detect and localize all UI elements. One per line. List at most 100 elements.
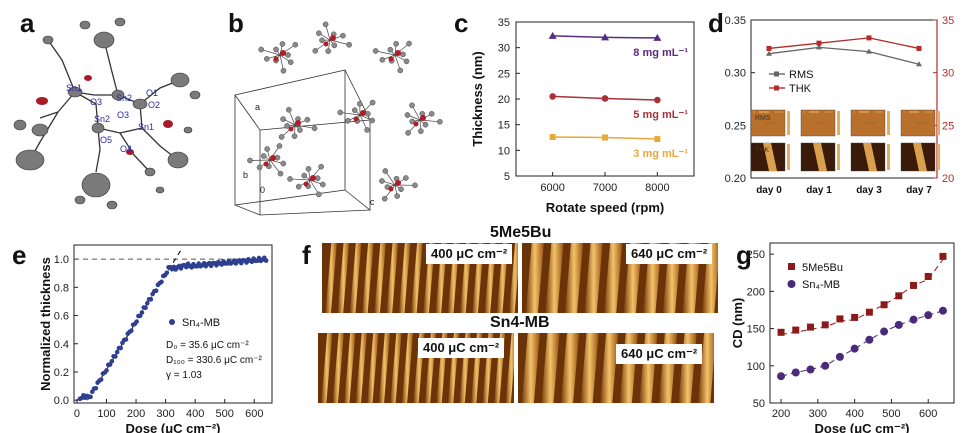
packing-oxygen <box>388 56 394 62</box>
packing-bond <box>315 39 331 52</box>
rms-inset-grain <box>817 121 821 125</box>
packing-molecules <box>247 21 443 202</box>
afm-line <box>355 333 367 403</box>
rms-inset-grain <box>830 110 834 114</box>
rms-inset-grain <box>831 121 835 125</box>
cell-origin: 0 <box>260 185 265 195</box>
rms-inset-grain <box>876 110 880 114</box>
series-label: 5 mg mL⁻¹ <box>633 109 688 121</box>
data-point <box>109 359 115 364</box>
right-tick-label: 20 <box>942 173 954 185</box>
data-point <box>880 327 889 336</box>
data-point <box>916 45 922 51</box>
packing-atom <box>405 130 411 136</box>
legend-label: Sn₄-MB <box>182 317 220 329</box>
afm-line <box>698 333 717 403</box>
y-tick-label: 150 <box>747 324 765 336</box>
y-tick-label: 0.2 <box>54 367 69 379</box>
rms-inset-grain <box>908 110 912 114</box>
packing-bond <box>384 184 396 199</box>
rms-inset-grain <box>780 110 784 114</box>
packing-atom <box>382 168 389 174</box>
panel-label-d: d <box>708 8 724 38</box>
afm-line <box>325 243 337 313</box>
x-axis-label: Dose (μC cm⁻²) <box>815 421 910 433</box>
data-point <box>601 95 609 102</box>
packing-atom <box>346 41 352 48</box>
packing-atom <box>292 41 299 48</box>
rms-inset-grain <box>878 110 882 114</box>
packing-atom <box>280 160 287 167</box>
packing-atom <box>285 106 292 113</box>
left-tick-label: 0.30 <box>725 68 746 80</box>
rms-inset-grain <box>824 110 828 114</box>
data-point <box>836 315 844 323</box>
dose-tag-5me5bu-640: 640 μC cm⁻² <box>626 244 713 264</box>
rms-inset-grain <box>864 110 868 114</box>
packing-bond <box>340 112 361 116</box>
packing-atom <box>279 41 286 47</box>
data-point <box>866 35 872 41</box>
rms-inset-grain <box>774 110 778 114</box>
packing-atom <box>365 110 371 117</box>
rms-inset-grain <box>881 121 885 125</box>
annotation-text: γ = 1.03 <box>166 370 202 381</box>
packing-atom <box>379 178 385 184</box>
panel-label-c: c <box>454 8 469 38</box>
thk-inset-stripe <box>813 143 827 171</box>
packing-atom <box>422 121 429 128</box>
y-tick-label: 10 <box>498 145 510 157</box>
packing-oxygen <box>330 35 336 41</box>
y-tick-label: 200 <box>747 286 765 298</box>
packing-atom <box>345 117 351 124</box>
afm-line <box>367 333 379 403</box>
packing-atom <box>387 46 394 53</box>
data-point <box>909 315 918 324</box>
packing-atom <box>260 153 267 159</box>
packing-atom <box>256 164 263 171</box>
legend-label: RMS <box>789 69 813 81</box>
left-tick-label: 0.25 <box>725 120 746 132</box>
packing-atom <box>428 111 435 117</box>
data-point <box>865 308 873 316</box>
x-category-label: day 0 <box>756 185 782 196</box>
rms-inset-grain <box>867 121 871 125</box>
packing-atom <box>287 176 293 182</box>
data-point <box>164 270 170 276</box>
x-category-label: day 7 <box>906 185 932 196</box>
packing-atom <box>409 102 415 109</box>
packing-atom <box>277 170 284 177</box>
colorbar <box>787 111 790 135</box>
data-point <box>153 288 159 294</box>
packing-bond <box>385 170 396 186</box>
rms-inset-grain <box>762 110 766 114</box>
data-point <box>118 345 123 351</box>
y-tick-label: 25 <box>498 68 510 80</box>
data-point <box>880 301 888 309</box>
rms-inset-grain <box>926 110 930 114</box>
data-point <box>183 264 189 270</box>
rms-inset-grain <box>814 110 818 114</box>
packing-atom <box>311 125 318 132</box>
rms-inset-grain <box>773 121 777 125</box>
series-line <box>768 46 920 65</box>
packing-atom <box>372 48 379 54</box>
packing-oxygen <box>270 155 276 161</box>
rms-inset-grain <box>859 121 863 125</box>
rms-inset-grain <box>928 110 932 114</box>
rms-inset-grain <box>902 110 906 114</box>
thk-inset-stripe <box>763 143 777 171</box>
afm-line <box>411 243 423 313</box>
afm-line <box>604 243 623 313</box>
packing-atom <box>276 143 283 149</box>
atom-label-o1: O1 <box>146 88 158 98</box>
rms-inset-grain <box>919 121 923 125</box>
data-point <box>653 33 662 41</box>
y-tick-label: 0.8 <box>54 282 69 294</box>
packing-oxygen <box>295 120 301 126</box>
rms-inset-grain <box>916 110 920 114</box>
rms-inset-grain <box>923 121 927 125</box>
packing-oxygen <box>303 181 309 187</box>
colorbar <box>787 144 790 170</box>
x-tick-label: 6000 <box>540 182 564 194</box>
